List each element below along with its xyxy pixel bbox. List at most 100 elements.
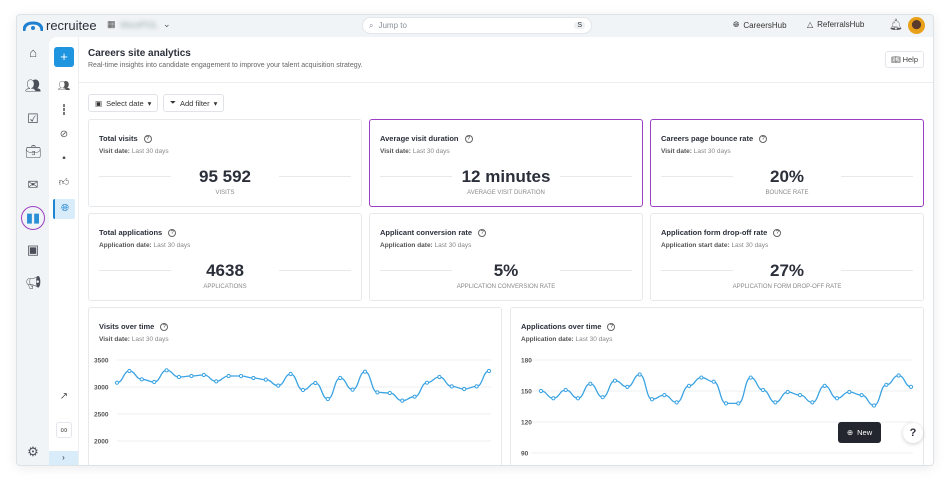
help-circle-icon[interactable]: ?: [607, 322, 616, 331]
analytics-icon[interactable]: ▮▮: [21, 206, 45, 230]
data-point[interactable]: [263, 377, 268, 382]
data-point[interactable]: [711, 379, 716, 384]
careers-site-icon[interactable]: 🌐︎: [53, 199, 75, 219]
data-point[interactable]: [686, 383, 692, 388]
tasks-icon[interactable]: ☑: [27, 111, 39, 126]
data-point[interactable]: [674, 400, 679, 405]
data-point[interactable]: [412, 394, 417, 399]
link-icon[interactable]: ∞: [56, 422, 72, 438]
data-point[interactable]: [251, 375, 256, 381]
select-date-button[interactable]: ▣ Select date ▾: [88, 94, 159, 112]
data-point[interactable]: [362, 369, 368, 374]
data-point[interactable]: [338, 375, 343, 381]
help-circle-icon[interactable]: ?: [478, 228, 487, 237]
data-point[interactable]: [723, 401, 729, 406]
help-circle-icon[interactable]: ?: [773, 228, 782, 237]
data-point[interactable]: [288, 371, 293, 377]
data-point[interactable]: [176, 374, 182, 380]
data-point[interactable]: [908, 384, 914, 389]
data-point[interactable]: [797, 393, 803, 398]
data-point[interactable]: [127, 368, 132, 374]
data-point[interactable]: [325, 396, 330, 402]
data-point[interactable]: [350, 387, 355, 392]
search-input[interactable]: ⌕ Jump to S: [362, 17, 592, 34]
data-point[interactable]: [612, 378, 618, 383]
careers-hub-link[interactable]: 🌐︎ CareersHub: [733, 20, 787, 30]
talent-pool-icon[interactable]: ▣: [26, 242, 40, 257]
data-point[interactable]: [847, 389, 852, 395]
candidates-icon[interactable]: 👥︎: [25, 78, 42, 93]
data-point[interactable]: [822, 383, 827, 388]
jobs-report-icon[interactable]: ▪: [62, 153, 66, 164]
data-point[interactable]: [375, 390, 380, 395]
data-point[interactable]: [139, 377, 144, 382]
data-point[interactable]: [563, 387, 568, 393]
data-point[interactable]: [437, 374, 442, 380]
data-point[interactable]: [637, 372, 642, 377]
data-point[interactable]: [201, 372, 206, 378]
data-point[interactable]: [748, 375, 753, 380]
new-button[interactable]: ⊕ New: [838, 422, 881, 443]
referrals-hub-link[interactable]: △ ReferralsHub: [807, 20, 864, 29]
data-point[interactable]: [400, 398, 405, 403]
avatar[interactable]: [908, 17, 925, 34]
data-point[interactable]: [649, 397, 655, 402]
data-point[interactable]: [859, 393, 864, 398]
logo[interactable]: recruitee: [23, 18, 97, 33]
expand-chevron-icon[interactable]: ›: [49, 451, 78, 465]
data-point[interactable]: [424, 380, 430, 385]
data-point[interactable]: [551, 396, 556, 401]
bell-icon[interactable]: 🔔︎: [889, 19, 903, 31]
home-icon[interactable]: ⌂: [29, 45, 37, 60]
data-point[interactable]: [810, 400, 815, 405]
data-point[interactable]: [462, 386, 467, 392]
data-point[interactable]: [152, 379, 157, 385]
add-filter-button[interactable]: ⏷ Add filter ▾: [163, 94, 225, 112]
data-point[interactable]: [662, 393, 667, 398]
help-fab-button[interactable]: ?: [903, 423, 923, 443]
data-point[interactable]: [625, 384, 630, 389]
data-point[interactable]: [538, 388, 544, 394]
data-point[interactable]: [449, 384, 454, 389]
data-point[interactable]: [226, 373, 231, 379]
settings-gear-icon[interactable]: ⚙: [27, 444, 39, 459]
data-point[interactable]: [486, 368, 492, 374]
data-point[interactable]: [760, 387, 766, 393]
help-circle-icon[interactable]: ?: [160, 322, 169, 331]
data-point[interactable]: [896, 373, 901, 378]
data-point[interactable]: [884, 382, 889, 387]
data-point[interactable]: [588, 381, 593, 386]
help-circle-icon[interactable]: ?: [759, 134, 768, 143]
data-point[interactable]: [164, 368, 169, 373]
data-point[interactable]: [699, 375, 704, 380]
candidates-report-icon[interactable]: 👥︎: [57, 81, 71, 92]
data-point[interactable]: [238, 373, 244, 379]
megaphone-icon[interactable]: 📢︎: [25, 275, 42, 290]
external-link-icon[interactable]: ↗: [59, 391, 69, 402]
mail-icon[interactable]: ✉: [27, 177, 39, 192]
data-point[interactable]: [785, 389, 790, 395]
data-point[interactable]: [114, 380, 120, 385]
pipeline-icon[interactable]: ┇: [60, 105, 68, 116]
data-point[interactable]: [871, 403, 877, 408]
evaluations-icon[interactable]: 👍︎: [58, 177, 70, 188]
help-button[interactable]: 📖︎ Help: [884, 51, 924, 68]
jobs-icon[interactable]: 💼︎: [25, 144, 42, 159]
data-point[interactable]: [300, 387, 306, 393]
data-point[interactable]: [276, 383, 281, 388]
workspace-switcher[interactable]: ▦ MoniPOL ⌄: [107, 19, 171, 30]
data-point[interactable]: [387, 390, 392, 396]
data-point[interactable]: [600, 395, 605, 400]
data-point[interactable]: [189, 373, 194, 379]
disqualified-icon[interactable]: ⊘: [59, 129, 69, 140]
data-point[interactable]: [474, 384, 479, 389]
data-point[interactable]: [575, 396, 581, 401]
data-point[interactable]: [834, 396, 840, 401]
help-circle-icon[interactable]: ?: [168, 228, 177, 237]
data-point[interactable]: [736, 401, 741, 406]
data-point[interactable]: [313, 380, 318, 386]
data-point[interactable]: [773, 400, 778, 405]
help-circle-icon[interactable]: ?: [143, 134, 152, 143]
help-circle-icon[interactable]: ?: [464, 134, 473, 143]
add-button[interactable]: +: [54, 47, 74, 67]
